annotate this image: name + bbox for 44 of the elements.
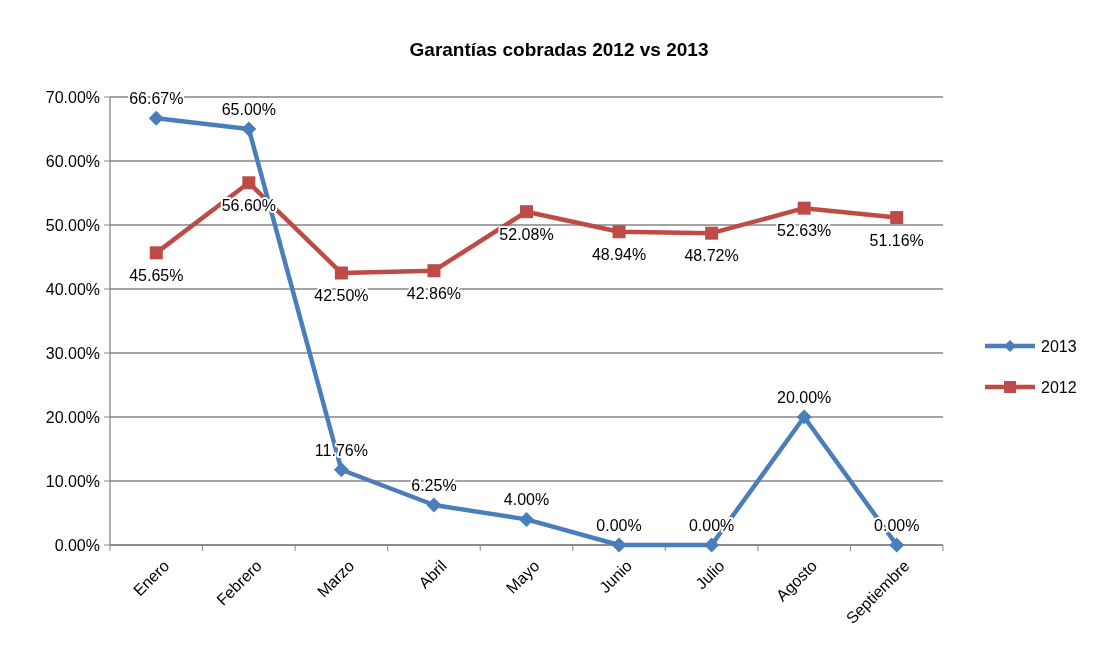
y-tick-label: 20.00% <box>45 408 100 426</box>
point <box>333 462 349 478</box>
y-tick-label: 60.00% <box>45 152 100 170</box>
point <box>704 537 720 553</box>
point <box>890 211 904 225</box>
chart-title: Garantías cobradas 2012 vs 2013 <box>409 39 709 60</box>
data-label: 42.50% <box>314 287 369 304</box>
data-label: 0.00% <box>596 517 642 534</box>
point <box>797 201 811 215</box>
y-tick-label: 40.00% <box>45 280 100 298</box>
point <box>889 537 905 553</box>
legend-label: 2012 <box>1041 378 1077 396</box>
point <box>796 409 812 425</box>
point <box>519 511 534 527</box>
point <box>148 110 164 126</box>
point <box>612 225 626 239</box>
legend-label: 2013 <box>1041 337 1077 355</box>
point <box>611 537 627 553</box>
point <box>241 121 257 137</box>
point <box>426 497 442 513</box>
y-tick-label: 70.00% <box>45 88 100 106</box>
data-label: 65.00% <box>221 101 276 118</box>
data-label: 52.63% <box>777 222 832 240</box>
data-label: 4.00% <box>503 491 550 509</box>
data-label: 45.65% <box>129 266 184 284</box>
y-tick-label: 10.00% <box>45 472 100 490</box>
data-label: 48.94% <box>591 245 647 263</box>
data-label: 6.25% <box>411 477 457 494</box>
y-tick-label: 30.00% <box>45 344 100 362</box>
data-label: 48.72% <box>684 247 739 265</box>
data-label: 20.00% <box>777 389 832 406</box>
point <box>242 176 256 190</box>
y-tick-label: 0.00% <box>54 536 100 554</box>
data-label: 66.67% <box>129 90 184 108</box>
data-label: 52.08% <box>499 225 554 243</box>
point <box>427 264 441 278</box>
data-label: 42.86% <box>406 284 462 302</box>
point <box>520 205 533 219</box>
data-label: 51.16% <box>869 231 924 249</box>
point <box>334 266 348 280</box>
point <box>705 226 719 240</box>
y-tick-label: 50.00% <box>45 216 100 234</box>
x-tick-label: Julio <box>692 556 728 593</box>
point <box>149 246 163 260</box>
